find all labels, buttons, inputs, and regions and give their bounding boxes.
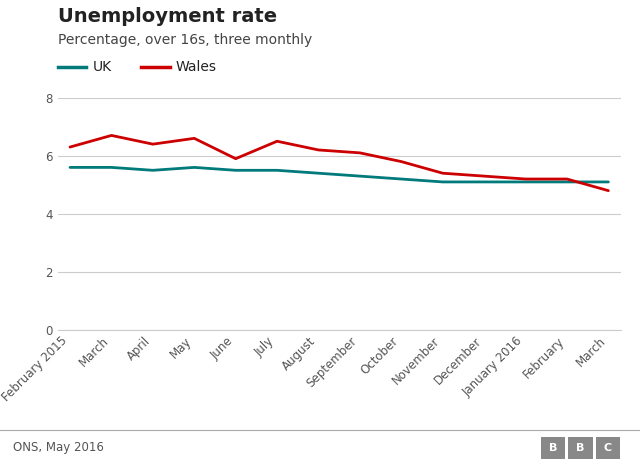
Text: C: C: [604, 443, 612, 453]
Text: Wales: Wales: [176, 60, 217, 74]
Text: ONS, May 2016: ONS, May 2016: [13, 441, 104, 454]
Text: B: B: [576, 443, 585, 453]
Text: Unemployment rate: Unemployment rate: [58, 7, 276, 26]
Text: B: B: [548, 443, 557, 453]
Text: Percentage, over 16s, three monthly: Percentage, over 16s, three monthly: [58, 33, 312, 46]
Text: UK: UK: [93, 60, 112, 74]
